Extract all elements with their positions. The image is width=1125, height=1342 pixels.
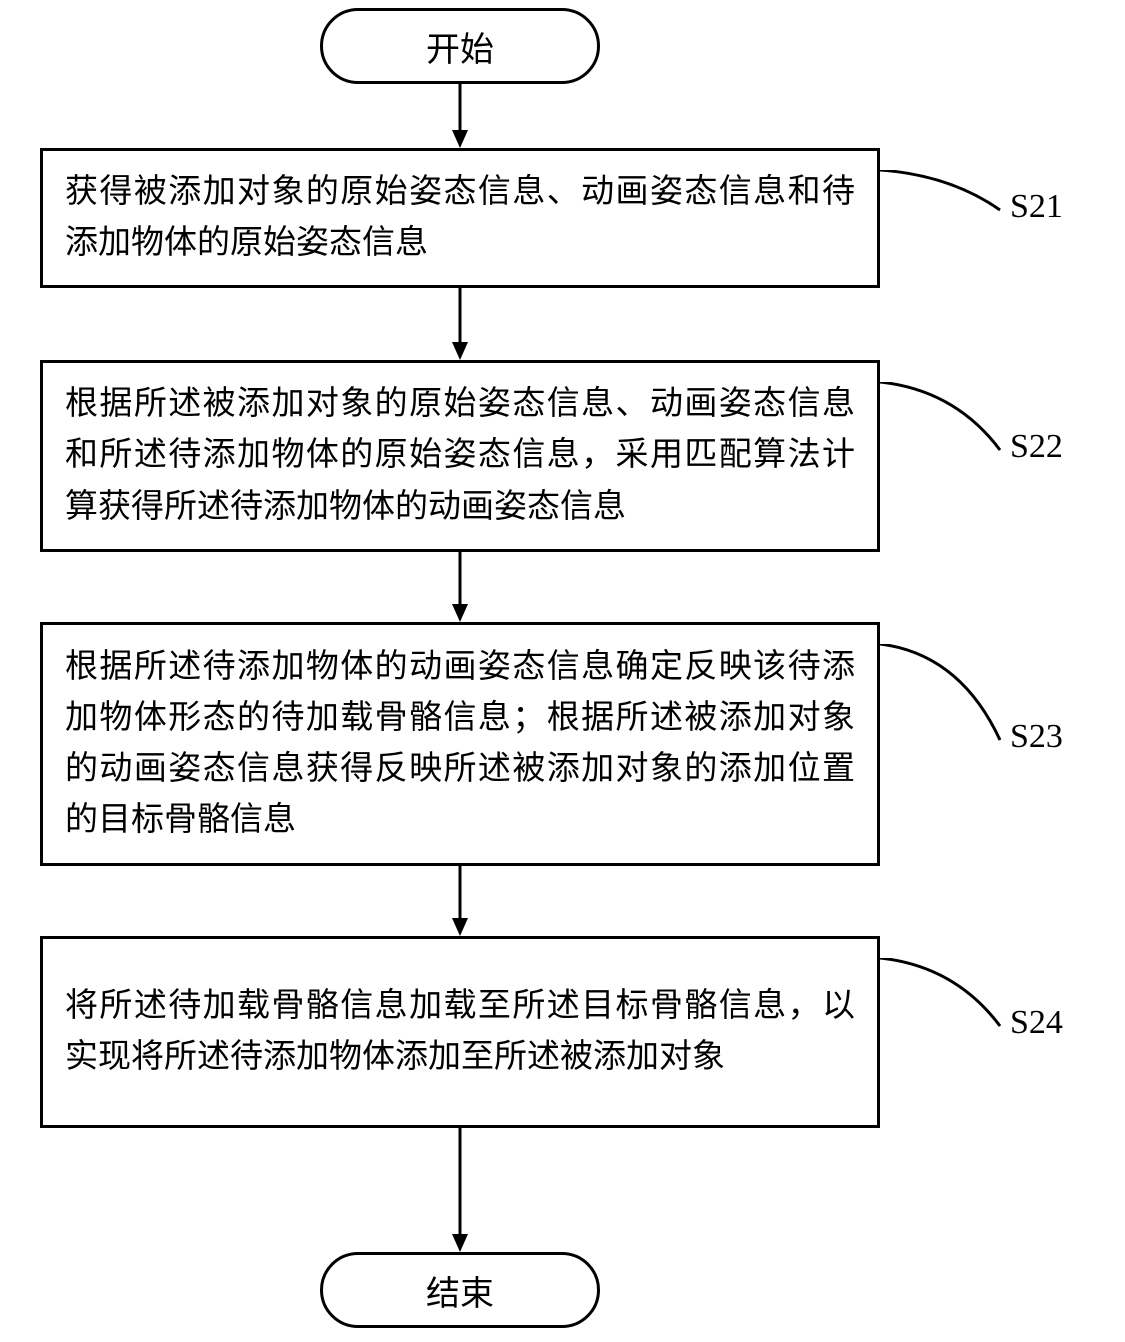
label-s23: S23 — [1010, 718, 1063, 756]
process-s21-text: 获得被添加对象的原始姿态信息、动画姿态信息和待添加物体的原始姿态信息 — [65, 167, 855, 269]
process-s24-text: 将所述待加载骨骼信息加载至所述目标骨骼信息，以实现将所述待添加物体添加至所述被添… — [65, 981, 855, 1083]
terminal-end-text: 结束 — [426, 1266, 494, 1315]
arrow-s22-s23 — [450, 552, 470, 622]
terminal-start: 开始 — [320, 8, 600, 84]
process-s22: 根据所述被添加对象的原始姿态信息、动画姿态信息和所述待添加物体的原始姿态信息，采… — [40, 360, 880, 552]
label-s22: S22 — [1010, 428, 1063, 466]
arrow-s24-end — [450, 1128, 470, 1252]
label-curve-s22 — [880, 382, 1010, 472]
arrow-s23-s24 — [450, 866, 470, 936]
label-curve-s24 — [880, 958, 1010, 1048]
terminal-start-text: 开始 — [426, 22, 494, 71]
process-s22-text: 根据所述被添加对象的原始姿态信息、动画姿态信息和所述待添加物体的原始姿态信息，采… — [65, 379, 855, 532]
process-s23: 根据所述待添加物体的动画姿态信息确定反映该待添加物体形态的待加载骨骼信息；根据所… — [40, 622, 880, 866]
label-s21: S21 — [1010, 188, 1063, 226]
terminal-end: 结束 — [320, 1252, 600, 1328]
flowchart-container: 开始 获得被添加对象的原始姿态信息、动画姿态信息和待添加物体的原始姿态信息 S2… — [0, 0, 1125, 1342]
process-s23-text: 根据所述待添加物体的动画姿态信息确定反映该待添加物体形态的待加载骨骼信息；根据所… — [65, 642, 855, 847]
label-curve-s21 — [880, 170, 1010, 230]
process-s21: 获得被添加对象的原始姿态信息、动画姿态信息和待添加物体的原始姿态信息 — [40, 148, 880, 288]
label-s24: S24 — [1010, 1004, 1063, 1042]
label-curve-s23 — [880, 644, 1010, 764]
arrow-start-s21 — [450, 84, 470, 148]
process-s24: 将所述待加载骨骼信息加载至所述目标骨骼信息，以实现将所述待添加物体添加至所述被添… — [40, 936, 880, 1128]
arrow-s21-s22 — [450, 288, 470, 360]
